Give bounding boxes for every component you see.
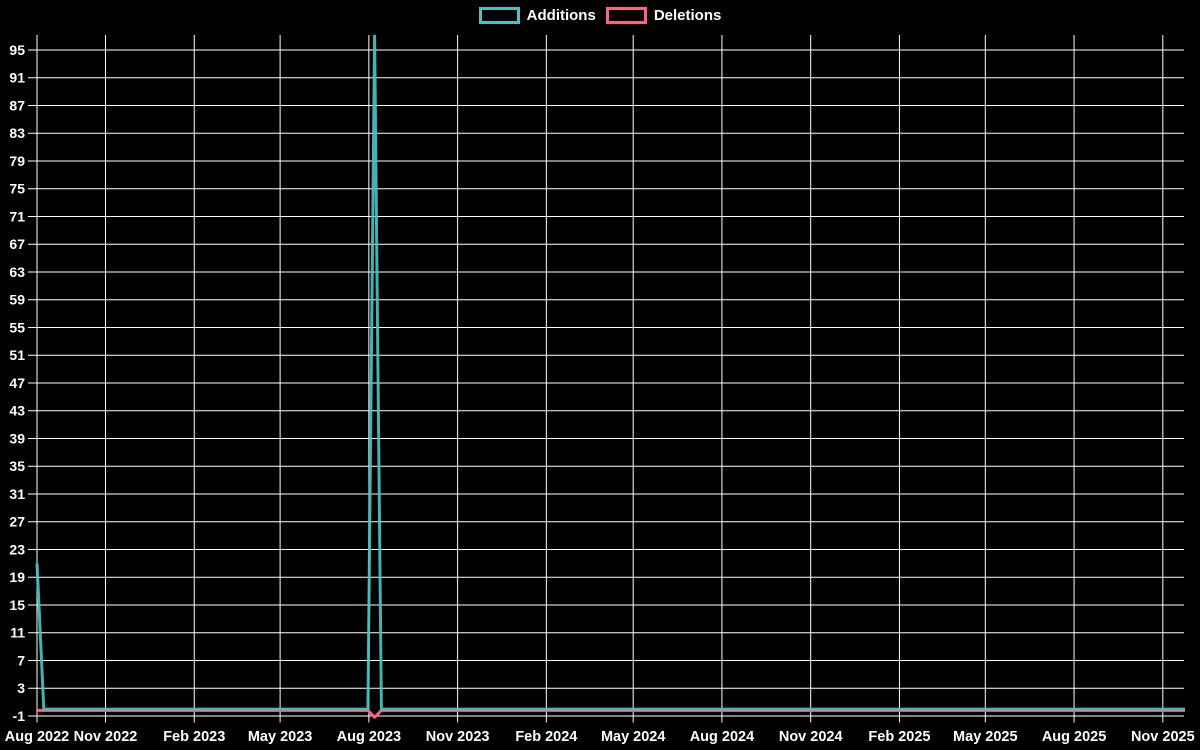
x-axis-tick-label: Aug 2025 <box>1042 729 1106 745</box>
x-axis-tick-label: Aug 2022 <box>5 729 69 745</box>
x-axis-tick-label: Feb 2025 <box>868 729 930 745</box>
x-axis-tick-label: Aug 2023 <box>337 729 401 745</box>
y-axis-tick-label: 67 <box>9 236 25 252</box>
y-axis-tick-label: 83 <box>9 125 25 141</box>
y-axis-tick-label: 91 <box>9 70 25 86</box>
legend-label-deletions: Deletions <box>653 7 722 24</box>
y-axis-tick-label: -1 <box>13 708 26 724</box>
legend-item-additions[interactable]: Additions <box>478 7 596 24</box>
gridlines <box>28 35 1184 723</box>
y-axis-tick-label: 79 <box>9 153 25 169</box>
y-axis-tick-label: 51 <box>9 347 25 363</box>
x-axis-tick-label: Aug 2024 <box>690 729 754 745</box>
y-axis-tick-label: 59 <box>9 292 25 308</box>
y-axis-tick-label: 31 <box>9 486 25 502</box>
y-axis-tick-label: 23 <box>9 541 25 557</box>
y-axis-tick-label: 3 <box>17 680 25 696</box>
additions-swatch-icon <box>478 7 520 24</box>
y-axis-tick-label: 19 <box>9 569 25 585</box>
x-axis-tick-label: Feb 2023 <box>163 729 225 745</box>
additions-line <box>35 34 1185 711</box>
y-axis-tick-label: 43 <box>9 403 25 419</box>
x-axis-tick-label: May 2025 <box>953 729 1018 745</box>
y-axis-tick-label: 87 <box>9 97 25 113</box>
y-axis-tick-label: 27 <box>9 514 25 530</box>
x-axis-tick-label: Nov 2022 <box>74 729 138 745</box>
legend-item-deletions[interactable]: Deletions <box>605 7 722 24</box>
y-axis-tick-label: 7 <box>17 652 25 668</box>
legend-label-additions: Additions <box>526 7 596 24</box>
x-axis-tick-label: May 2024 <box>601 729 666 745</box>
y-axis-tick-label: 75 <box>9 181 25 197</box>
y-axis-tick-label: 55 <box>9 319 25 335</box>
y-axis-tick-label: 47 <box>9 375 25 391</box>
data-lines <box>35 34 1185 719</box>
x-axis-tick-label: Feb 2024 <box>515 729 577 745</box>
y-axis-tick-label: 11 <box>10 625 25 641</box>
chart-legend: Additions Deletions <box>0 7 1200 24</box>
axis-tick-labels: -1 3 7 11 15 19 23 27 31 35 39 43 47 51 55 59 63 67 71 75 79… <box>5 42 1195 745</box>
deletions-swatch-icon <box>605 7 647 24</box>
y-axis-tick-label: 39 <box>9 430 25 446</box>
y-axis-tick-label: 95 <box>9 42 25 58</box>
x-axis-tick-label: Nov 2024 <box>779 729 843 745</box>
y-axis-tick-label: 63 <box>9 264 25 280</box>
x-axis-tick-label: Nov 2023 <box>426 729 490 745</box>
y-axis-tick-label: 71 <box>9 208 25 224</box>
x-axis-tick-label: Nov 2025 <box>1131 729 1195 745</box>
y-axis-tick-label: 35 <box>9 458 25 474</box>
x-axis-tick-label: May 2023 <box>248 729 313 745</box>
y-axis-tick-label: 15 <box>9 597 25 613</box>
